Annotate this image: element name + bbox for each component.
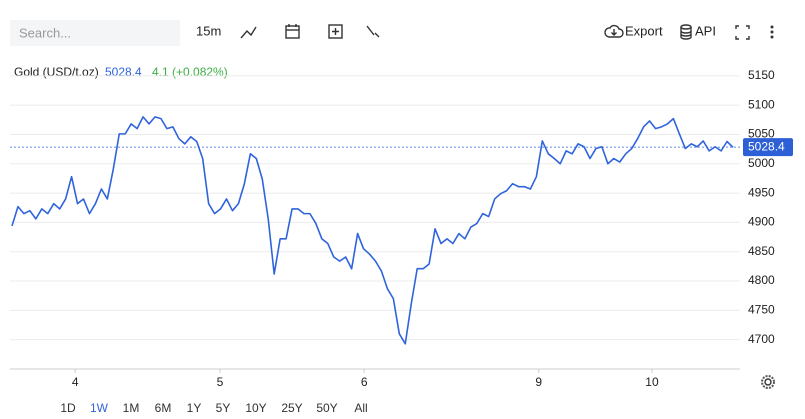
y-tick-label: 4900: [748, 215, 775, 229]
gear-icon[interactable]: [761, 375, 775, 389]
x-tick-label: 9: [535, 375, 542, 389]
calendar-icon[interactable]: [285, 24, 300, 39]
range-button[interactable]: 50Y: [316, 401, 337, 415]
api-icon[interactable]: [680, 24, 692, 40]
fullscreen-icon[interactable]: [735, 25, 750, 40]
settings-tool-icon[interactable]: [366, 25, 380, 38]
search-placeholder[interactable]: Search...: [19, 25, 71, 40]
last-price-box: [743, 138, 793, 157]
y-tick-label: 4800: [748, 273, 775, 287]
y-tick-label: 5100: [748, 97, 775, 111]
range-button[interactable]: 25Y: [281, 401, 302, 415]
x-tick-label: 5: [217, 375, 224, 389]
range-button[interactable]: 1W: [90, 401, 109, 415]
range-button[interactable]: 1D: [60, 401, 76, 415]
y-tick-label: 4850: [748, 244, 775, 258]
chart-type-icon[interactable]: [240, 26, 257, 39]
last-price-label: 5028.4: [748, 139, 785, 153]
menu-icon[interactable]: [770, 25, 774, 39]
export-button[interactable]: Export: [625, 23, 663, 38]
add-icon[interactable]: [328, 24, 343, 39]
price-line: [11, 116, 734, 345]
range-button[interactable]: 10Y: [245, 401, 266, 415]
legend-name: Gold (USD/t.oz): [14, 65, 99, 79]
y-tick-label: 5150: [748, 68, 775, 82]
y-tick-label: 5000: [748, 156, 775, 170]
legend-change: 4.1 (+0.082%): [152, 65, 228, 79]
export-icon[interactable]: [604, 24, 624, 38]
y-tick-label: 4750: [748, 303, 775, 317]
legend-price: 5028.4: [105, 65, 142, 79]
range-button[interactable]: 5Y: [216, 401, 231, 415]
search-box[interactable]: [10, 20, 180, 46]
range-button[interactable]: 6M: [155, 401, 172, 415]
x-tick-label: 6: [361, 375, 368, 389]
y-tick-label: 5050: [748, 127, 775, 141]
range-button[interactable]: 1Y: [187, 401, 202, 415]
x-tick-label: 4: [72, 375, 79, 389]
y-tick-label: 4700: [748, 332, 775, 346]
interval[interactable]: 15m: [196, 23, 221, 38]
y-tick-label: 4950: [748, 185, 775, 199]
x-tick-label: 10: [645, 375, 659, 389]
range-button[interactable]: 1M: [123, 401, 140, 415]
range-button[interactable]: All: [354, 401, 367, 415]
api-button[interactable]: API: [695, 23, 716, 38]
